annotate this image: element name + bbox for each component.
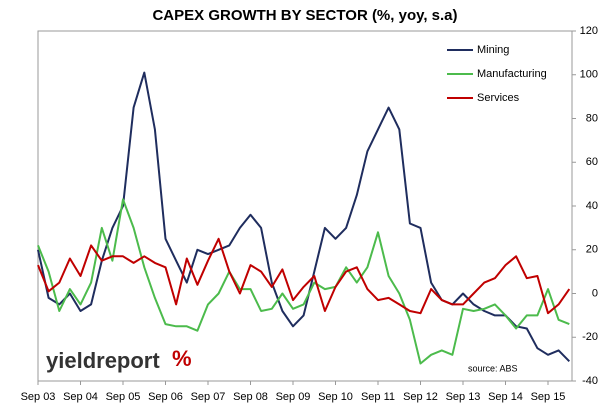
x-tick-label: Sep 10 — [318, 391, 353, 403]
y-tick-label: 40 — [586, 200, 598, 212]
legend-label: Manufacturing — [477, 68, 547, 80]
y-tick-label: 120 — [580, 25, 598, 37]
x-tick-label: Sep 15 — [531, 391, 566, 403]
y-tick-label: 20 — [586, 244, 598, 256]
legend-label: Mining — [477, 44, 509, 56]
series-line — [37, 71, 571, 363]
x-tick-label: Sep 13 — [446, 391, 481, 403]
x-tick-label: Sep 12 — [403, 391, 438, 403]
y-tick-label: 0 — [592, 287, 598, 299]
x-tick-label: Sep 07 — [191, 391, 226, 403]
y-tick-label: 60 — [586, 156, 598, 168]
x-tick-label: Sep 09 — [276, 391, 311, 403]
logo-mark: % — [172, 346, 192, 371]
y-tick-label: 100 — [580, 69, 598, 81]
logo: yieldreport — [46, 348, 160, 373]
series-line — [37, 237, 571, 315]
x-tick-label: Sep 14 — [488, 391, 523, 403]
y-tick-label: -20 — [582, 331, 598, 343]
x-tick-label: Sep 05 — [106, 391, 141, 403]
chart-title: CAPEX GROWTH BY SECTOR (%, yoy, s.a) — [152, 7, 457, 24]
plot-frame — [37, 30, 573, 382]
series-line — [37, 198, 570, 365]
x-tick-label: Sep 11 — [361, 391, 395, 403]
source-note: source: ABS — [468, 363, 518, 373]
x-tick-label: Sep 08 — [233, 391, 268, 403]
y-tick-label: 80 — [586, 112, 598, 124]
y-tick-label: -40 — [582, 375, 598, 387]
x-tick-label: Sep 04 — [63, 391, 98, 403]
x-tick-label: Sep 06 — [148, 391, 183, 403]
x-tick-label: Sep 03 — [21, 391, 56, 403]
legend-label: Services — [477, 92, 520, 104]
